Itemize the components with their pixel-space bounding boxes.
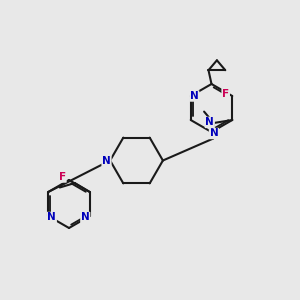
Text: N: N [47, 212, 56, 223]
Text: N: N [206, 117, 214, 128]
Text: F: F [222, 88, 229, 99]
Text: N: N [190, 91, 199, 101]
Text: F: F [59, 172, 66, 182]
Text: N: N [81, 212, 90, 223]
Text: N: N [102, 155, 111, 166]
Text: N: N [209, 128, 218, 139]
